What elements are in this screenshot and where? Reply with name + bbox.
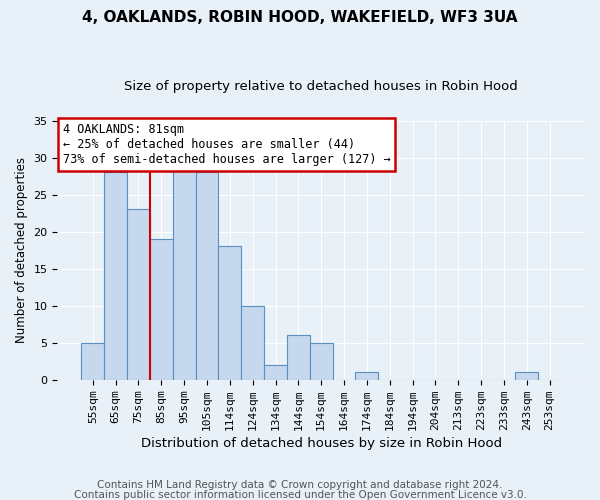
Bar [515,372,538,380]
Bar [82,343,104,380]
Text: 4 OAKLANDS: 81sqm
← 25% of detached houses are smaller (44)
73% of semi-detached: 4 OAKLANDS: 81sqm ← 25% of detached hous… [62,123,391,166]
Bar [241,306,264,380]
Text: Contains public sector information licensed under the Open Government Licence v3: Contains public sector information licen… [74,490,526,500]
Bar [355,372,379,380]
Bar [127,210,150,380]
X-axis label: Distribution of detached houses by size in Robin Hood: Distribution of detached houses by size … [140,437,502,450]
Bar [287,336,310,380]
Bar [218,246,241,380]
Bar [150,239,173,380]
Y-axis label: Number of detached properties: Number of detached properties [15,157,28,343]
Bar [310,343,332,380]
Bar [104,172,127,380]
Bar [264,365,287,380]
Bar [196,172,218,380]
Bar [173,165,196,380]
Text: 4, OAKLANDS, ROBIN HOOD, WAKEFIELD, WF3 3UA: 4, OAKLANDS, ROBIN HOOD, WAKEFIELD, WF3 … [82,10,518,25]
Title: Size of property relative to detached houses in Robin Hood: Size of property relative to detached ho… [124,80,518,93]
Text: Contains HM Land Registry data © Crown copyright and database right 2024.: Contains HM Land Registry data © Crown c… [97,480,503,490]
